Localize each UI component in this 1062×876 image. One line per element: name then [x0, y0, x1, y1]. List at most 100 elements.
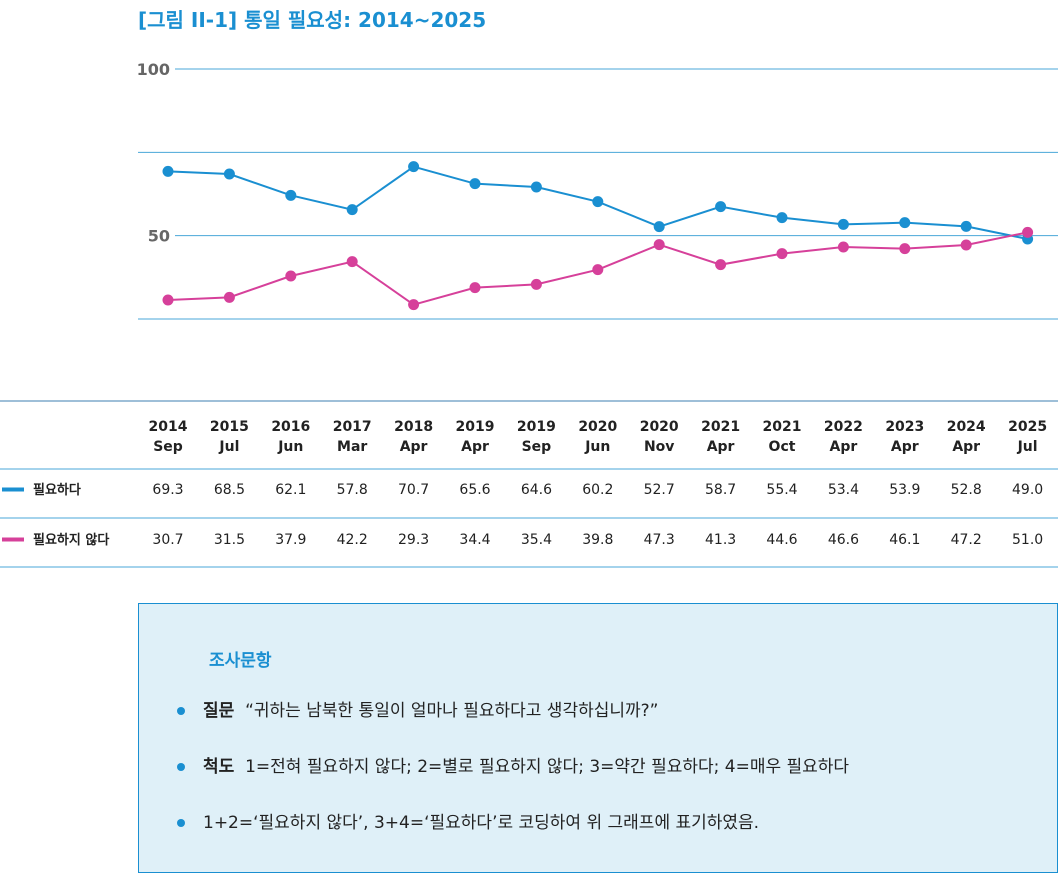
data-point	[223, 168, 235, 180]
data-table: 2014 Sep 2015 Jul 2016 Jun 2017 Mar 2018 Apr 2019 A…	[0, 400, 1058, 568]
data-label: 35.4	[521, 532, 552, 548]
data-point	[592, 196, 604, 208]
x-tick-label: Apr	[952, 439, 980, 455]
data-point	[653, 239, 665, 251]
data-point	[592, 264, 604, 276]
x-tick-label: Nov	[644, 439, 674, 455]
data-label: 46.6	[828, 532, 859, 548]
x-tick-label: Mar	[337, 439, 367, 455]
x-tick-label: 2018	[394, 419, 433, 435]
data-label: 39.8	[582, 532, 613, 548]
x-tick-label: 2024	[947, 419, 986, 435]
x-tick-label: Jul	[1017, 439, 1038, 455]
data-label: 57.8	[337, 482, 368, 498]
data-label: 62.1	[275, 482, 306, 498]
coding-item: 1+2=‘필요하지 않다’, 3+4=‘필요하다’로 코딩하여 위 그래프에 표…	[177, 808, 759, 833]
x-tick-label: Jun	[584, 439, 610, 455]
x-tick-label: 2023	[885, 419, 924, 435]
series-lines	[162, 161, 1034, 311]
line-chart: 100 50 2014 Sep 2015 Jul 2016 Jun 2017 Mar 2018 Ap…	[0, 60, 1058, 568]
data-point	[653, 221, 665, 233]
data-point	[715, 259, 727, 271]
y-tick-label: 100	[137, 60, 170, 79]
data-label: 65.6	[459, 482, 490, 498]
data-point	[776, 212, 788, 224]
x-tick-label: 2019	[517, 419, 556, 435]
x-tick-label: Oct	[769, 439, 796, 455]
survey-note-box: 조사문항 질문 “귀하는 남북한 통일이 얼마나 필요하다고 생각하십니까?” …	[138, 603, 1058, 873]
data-point	[162, 294, 174, 306]
x-tick-label: Jul	[218, 439, 239, 455]
x-tick-label: 2020	[578, 419, 617, 435]
data-label: 31.5	[214, 532, 245, 548]
data-point	[469, 178, 481, 190]
data-point	[408, 299, 420, 311]
data-label: 58.7	[705, 482, 736, 498]
x-tick-label: Jun	[277, 439, 303, 455]
data-point	[408, 161, 420, 173]
x-tick-label: Apr	[891, 439, 919, 455]
x-tick-label: Apr	[461, 439, 489, 455]
data-point	[223, 291, 235, 303]
scale-label: 척도	[203, 757, 235, 777]
data-label: 30.7	[152, 532, 183, 548]
x-tick-label: Apr	[830, 439, 858, 455]
data-point	[469, 282, 481, 294]
question-item: 질문 “귀하는 남북한 통일이 얼마나 필요하다고 생각하십니까?”	[177, 696, 658, 721]
data-point	[346, 256, 358, 268]
data-label: 29.3	[398, 532, 429, 548]
x-tick-label: 2019	[456, 419, 495, 435]
data-label: 51.0	[1012, 532, 1043, 548]
data-label: 55.4	[766, 482, 797, 498]
data-point	[960, 239, 972, 251]
note-heading: 조사문항	[209, 651, 272, 671]
bullet-icon	[177, 707, 185, 715]
data-point	[530, 278, 542, 290]
data-point	[837, 241, 849, 253]
x-tick-label: 2022	[824, 419, 863, 435]
data-label: 52.8	[951, 482, 982, 498]
data-point	[285, 270, 297, 282]
chart-title: [그림 II-1] 통일 필요성: 2014~2025	[138, 8, 487, 32]
data-point	[530, 181, 542, 193]
data-point	[346, 204, 358, 216]
scale-text: 1=전혀 필요하지 않다; 2=별로 필요하지 않다; 3=약간 필요하다; 4…	[245, 757, 850, 777]
legend-label: 필요하지 않다	[33, 532, 109, 548]
data-label: 52.7	[644, 482, 675, 498]
data-point	[162, 165, 174, 177]
bullet-icon	[177, 819, 185, 827]
data-label: 44.6	[766, 532, 797, 548]
question-text: “귀하는 남북한 통일이 얼마나 필요하다고 생각하십니까?”	[245, 701, 659, 721]
data-label: 69.3	[152, 482, 183, 498]
data-point	[837, 218, 849, 230]
scale-item: 척도 1=전혀 필요하지 않다; 2=별로 필요하지 않다; 3=약간 필요하다…	[177, 752, 849, 777]
data-label: 49.0	[1012, 482, 1043, 498]
x-tick-label: Sep	[522, 439, 552, 455]
data-label: 47.3	[644, 532, 675, 548]
x-tick-label: 2021	[763, 419, 802, 435]
data-label: 47.2	[951, 532, 982, 548]
x-tick-label: Apr	[707, 439, 735, 455]
data-point	[899, 243, 911, 255]
y-tick-label: 50	[148, 227, 170, 246]
data-label: 68.5	[214, 482, 245, 498]
data-label: 42.2	[337, 532, 368, 548]
x-tick-label: 2014	[149, 419, 188, 435]
data-point	[899, 217, 911, 229]
data-point	[960, 220, 972, 232]
coding-text: 1+2=‘필요하지 않다’, 3+4=‘필요하다’로 코딩하여 위 그래프에 표…	[203, 813, 760, 833]
x-tick-label: 2017	[333, 419, 372, 435]
data-point	[1022, 226, 1034, 238]
data-label: 46.1	[889, 532, 920, 548]
data-point	[715, 201, 727, 213]
data-point	[776, 248, 788, 260]
data-label: 53.9	[889, 482, 920, 498]
bullet-icon	[177, 763, 185, 771]
x-tick-label: 2025	[1008, 419, 1047, 435]
data-label: 53.4	[828, 482, 859, 498]
data-point	[285, 189, 297, 201]
x-tick-label: 2015	[210, 419, 249, 435]
data-label: 60.2	[582, 482, 613, 498]
data-label: 70.7	[398, 482, 429, 498]
legend-label: 필요하다	[33, 482, 81, 498]
